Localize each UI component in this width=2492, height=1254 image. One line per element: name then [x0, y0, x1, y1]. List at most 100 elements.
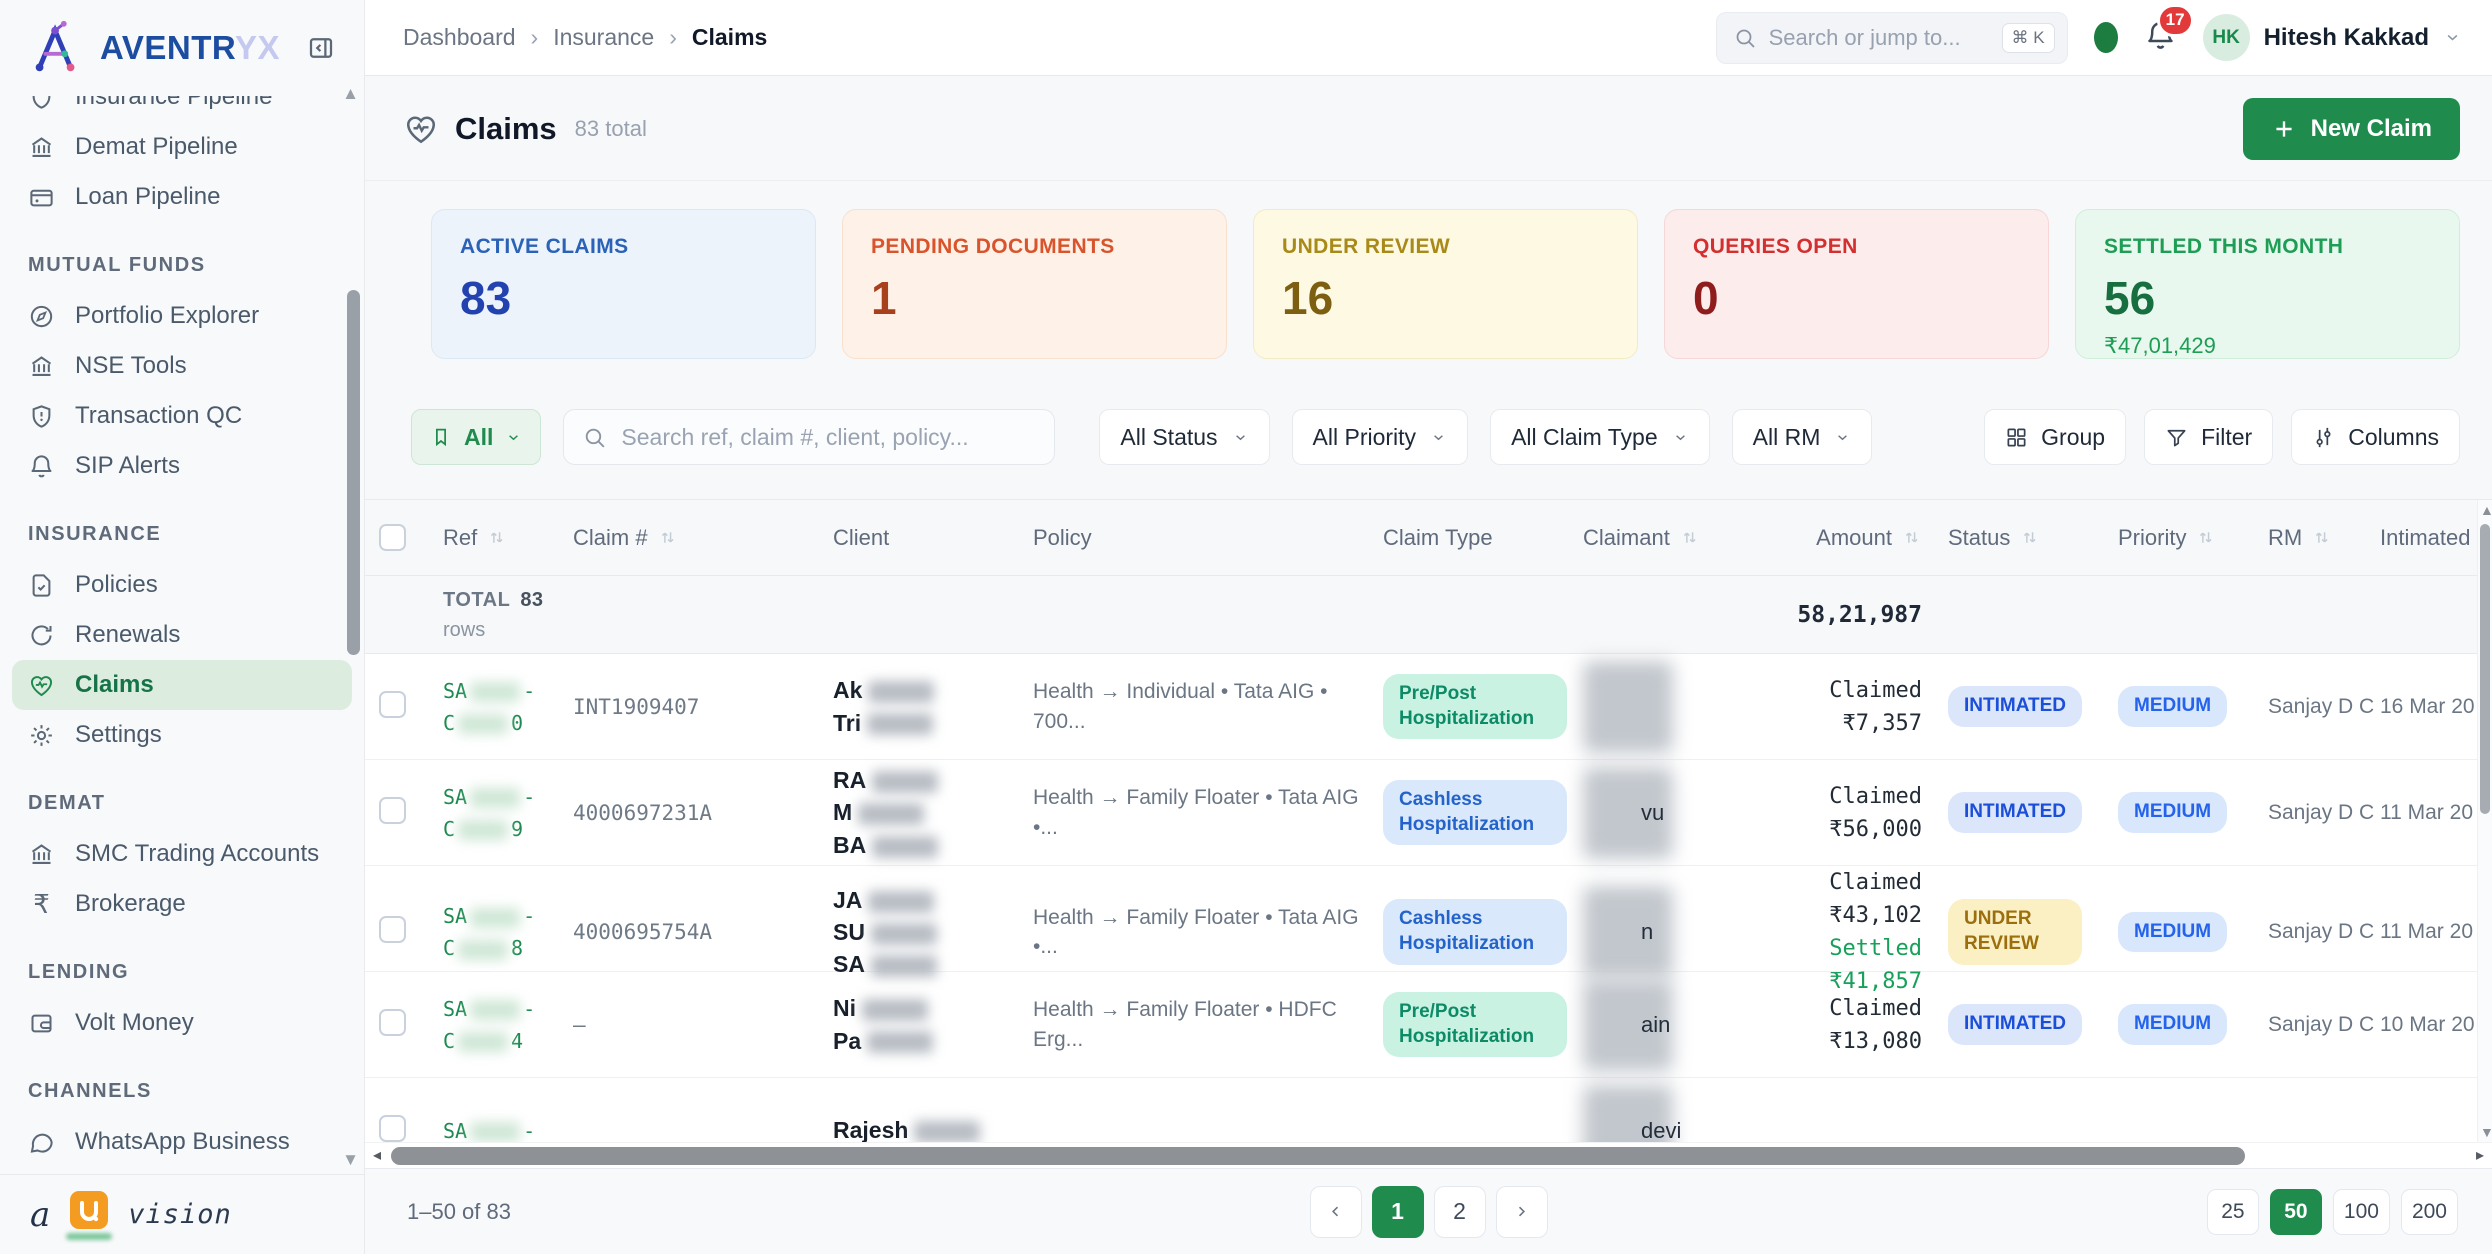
column-header-rm[interactable]: RM	[2268, 525, 2380, 551]
stat-card-pending-documents[interactable]: PENDING DOCUMENTS 1	[842, 209, 1227, 359]
sidebar-item-brokerage[interactable]: ₹ Brokerage	[12, 879, 352, 929]
sidebar-item-sip-alerts[interactable]: SIP Alerts	[12, 441, 352, 491]
columns-button[interactable]: Columns	[2291, 409, 2460, 465]
priority-filter-dropdown[interactable]: All Priority	[1291, 409, 1469, 465]
scroll-up-arrow[interactable]: ▲	[2480, 502, 2492, 518]
global-search[interactable]: ⌘ K	[1715, 11, 2068, 64]
filter-button[interactable]: Filter	[2144, 409, 2274, 465]
sidebar-item-insurance-pipeline[interactable]: Insurance Pipeline	[12, 96, 352, 122]
sidebar-item-volt-money[interactable]: Volt Money	[12, 998, 352, 1048]
column-header-intimated[interactable]: Intimated	[2380, 525, 2492, 551]
row-checkbox[interactable]	[379, 1008, 406, 1036]
sidebar-collapse-button[interactable]	[302, 29, 340, 67]
page-button-1[interactable]: 1	[1371, 1185, 1424, 1238]
sidebar-item-settings[interactable]: Settings	[12, 710, 352, 760]
sidebar-item-portfolio-explorer[interactable]: Portfolio Explorer	[12, 291, 352, 341]
stat-card-settled-this-month[interactable]: SETTLED THIS MONTH 56 ₹47,01,429	[2075, 209, 2460, 359]
bank-icon	[28, 841, 55, 868]
sidebar-scroll-up-arrow[interactable]: ▲	[342, 84, 359, 103]
breadcrumb-dashboard[interactable]: Dashboard	[403, 24, 516, 50]
sidebar-item-whatsapp-business[interactable]: WhatsApp Business	[12, 1117, 352, 1167]
sidebar-scrollbar-thumb[interactable]	[347, 290, 360, 655]
column-header-status[interactable]: Status	[1948, 525, 2118, 551]
chevron-left-icon	[1326, 1202, 1345, 1221]
column-header-claimant[interactable]: Claimant	[1583, 525, 1743, 551]
column-header-claim[interactable]: Claim #	[573, 525, 833, 551]
row-checkbox[interactable]	[379, 1114, 406, 1142]
new-claim-button[interactable]: New Claim	[2242, 98, 2460, 160]
table-horizontal-scrollbar[interactable]: ◂ ▸	[365, 1142, 2492, 1168]
page-size-50[interactable]: 50	[2269, 1188, 2322, 1235]
column-header-amount[interactable]: Amount	[1743, 525, 1948, 551]
table-row[interactable]: SA - Rajesh devi	[365, 1078, 2492, 1142]
sidebar-item-demat-pipeline[interactable]: Demat Pipeline	[12, 122, 352, 172]
page-size-25[interactable]: 25	[2206, 1188, 2259, 1235]
sidebar-item-nse-tools[interactable]: NSE Tools	[12, 341, 352, 391]
privacy-blur	[470, 907, 521, 928]
file-check-icon	[28, 572, 55, 599]
column-header-policy[interactable]: Policy	[1033, 524, 1092, 550]
stat-card-queries-open[interactable]: QUERIES OPEN 0	[1664, 209, 2049, 359]
status-filter-dropdown[interactable]: All Status	[1099, 409, 1270, 465]
prev-page-button[interactable]	[1309, 1185, 1362, 1238]
page-button-2[interactable]: 2	[1433, 1185, 1486, 1238]
amount-cell: Claimed ₹43,102 Settled ₹41,857	[1829, 870, 1922, 994]
row-checkbox[interactable]	[379, 916, 406, 943]
page-total-count: 83 total	[574, 116, 647, 141]
column-header-client[interactable]: Client	[833, 524, 890, 550]
table-search[interactable]	[563, 409, 1056, 465]
row-checkbox[interactable]	[379, 796, 406, 824]
page-size-100[interactable]: 100	[2332, 1188, 2390, 1235]
bell-icon	[28, 453, 55, 480]
privacy-blur	[470, 682, 521, 702]
sidebar-item-loan-pipeline[interactable]: Loan Pipeline	[12, 172, 352, 222]
column-header-type[interactable]: Claim Type	[1383, 524, 1493, 550]
rm-cell: Sanjay D C	[2268, 800, 2375, 824]
sidebar-item-transaction-qc[interactable]: Transaction QC	[12, 391, 352, 441]
priority-badge: MEDIUM	[2118, 911, 2228, 953]
policy-cell: Health → Individual • Tata AIG • 700...	[1033, 680, 1328, 733]
sidebar-item-policies[interactable]: Policies	[12, 560, 352, 610]
rm-filter-dropdown[interactable]: All RM	[1731, 409, 1873, 465]
page-size-200[interactable]: 200	[2400, 1188, 2458, 1235]
claim-type-filter-dropdown[interactable]: All Claim Type	[1490, 409, 1710, 465]
group-button[interactable]: Group	[1984, 409, 2127, 465]
sidebar-item-claims[interactable]: Claims	[12, 660, 352, 710]
horizontal-scrollbar-thumb[interactable]	[391, 1146, 2245, 1165]
scroll-right-arrow[interactable]: ▸	[2475, 1146, 2484, 1164]
saved-views-dropdown[interactable]: All	[411, 409, 542, 465]
column-header-priority[interactable]: Priority	[2118, 525, 2268, 551]
notifications-button[interactable]: 17	[2144, 3, 2194, 57]
row-checkbox[interactable]	[379, 690, 406, 718]
vertical-scrollbar-thumb[interactable]	[2480, 524, 2490, 814]
status-badge: INTIMATED	[1948, 686, 2083, 727]
client-cell: Rajesh	[833, 1114, 1033, 1142]
sidebar-scroll-down-arrow[interactable]: ▼	[342, 1150, 359, 1169]
scroll-left-arrow[interactable]: ◂	[373, 1146, 382, 1164]
scroll-down-arrow[interactable]: ▼	[2480, 1124, 2492, 1140]
stat-value: 56	[2104, 272, 2156, 324]
next-page-button[interactable]	[1495, 1185, 1548, 1238]
sidebar-section-demat: DEMAT	[28, 792, 106, 814]
horizontal-scrollbar-track[interactable]	[387, 1146, 2470, 1165]
table-search-input[interactable]	[621, 423, 1037, 451]
sidebar-item-renewals[interactable]: Renewals	[12, 610, 352, 660]
stat-label: ACTIVE CLAIMS	[460, 235, 629, 258]
global-search-input[interactable]	[1768, 24, 1990, 51]
user-menu[interactable]: HK Hitesh Kakkad	[2202, 14, 2462, 61]
stat-card-under-review[interactable]: UNDER REVIEW 16	[1253, 209, 1638, 359]
table-vertical-scrollbar[interactable]: ▲ ▼	[2477, 500, 2492, 1142]
column-header-ref[interactable]: Ref	[443, 525, 573, 551]
saved-views-label: All	[464, 423, 494, 450]
select-all-checkbox[interactable]	[379, 524, 406, 551]
breadcrumb-insurance[interactable]: Insurance	[553, 24, 655, 50]
stat-card-active-claims[interactable]: ACTIVE CLAIMS 83	[431, 209, 816, 359]
sidebar-item-smc-trading-accounts[interactable]: SMC Trading Accounts	[12, 829, 352, 879]
sidebar-item-wa-web-direct[interactable]: WA Web Direct	[12, 1167, 352, 1174]
sidebar-section-mutual-funds: MUTUAL FUNDS	[28, 254, 206, 276]
